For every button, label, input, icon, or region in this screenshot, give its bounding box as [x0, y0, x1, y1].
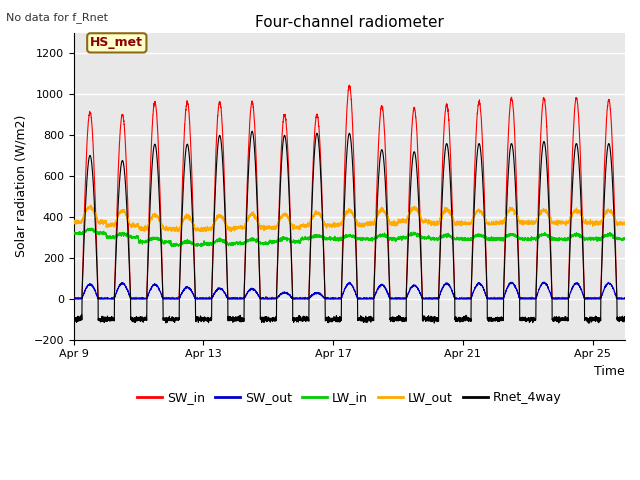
Title: Four-channel radiometer: Four-channel radiometer [255, 15, 444, 30]
Text: No data for f_Rnet: No data for f_Rnet [6, 12, 108, 23]
X-axis label: Time: Time [595, 365, 625, 378]
Y-axis label: Solar radiation (W/m2): Solar radiation (W/m2) [15, 115, 28, 257]
Legend: SW_in, SW_out, LW_in, LW_out, Rnet_4way: SW_in, SW_out, LW_in, LW_out, Rnet_4way [132, 386, 566, 409]
Text: HS_met: HS_met [90, 36, 143, 49]
